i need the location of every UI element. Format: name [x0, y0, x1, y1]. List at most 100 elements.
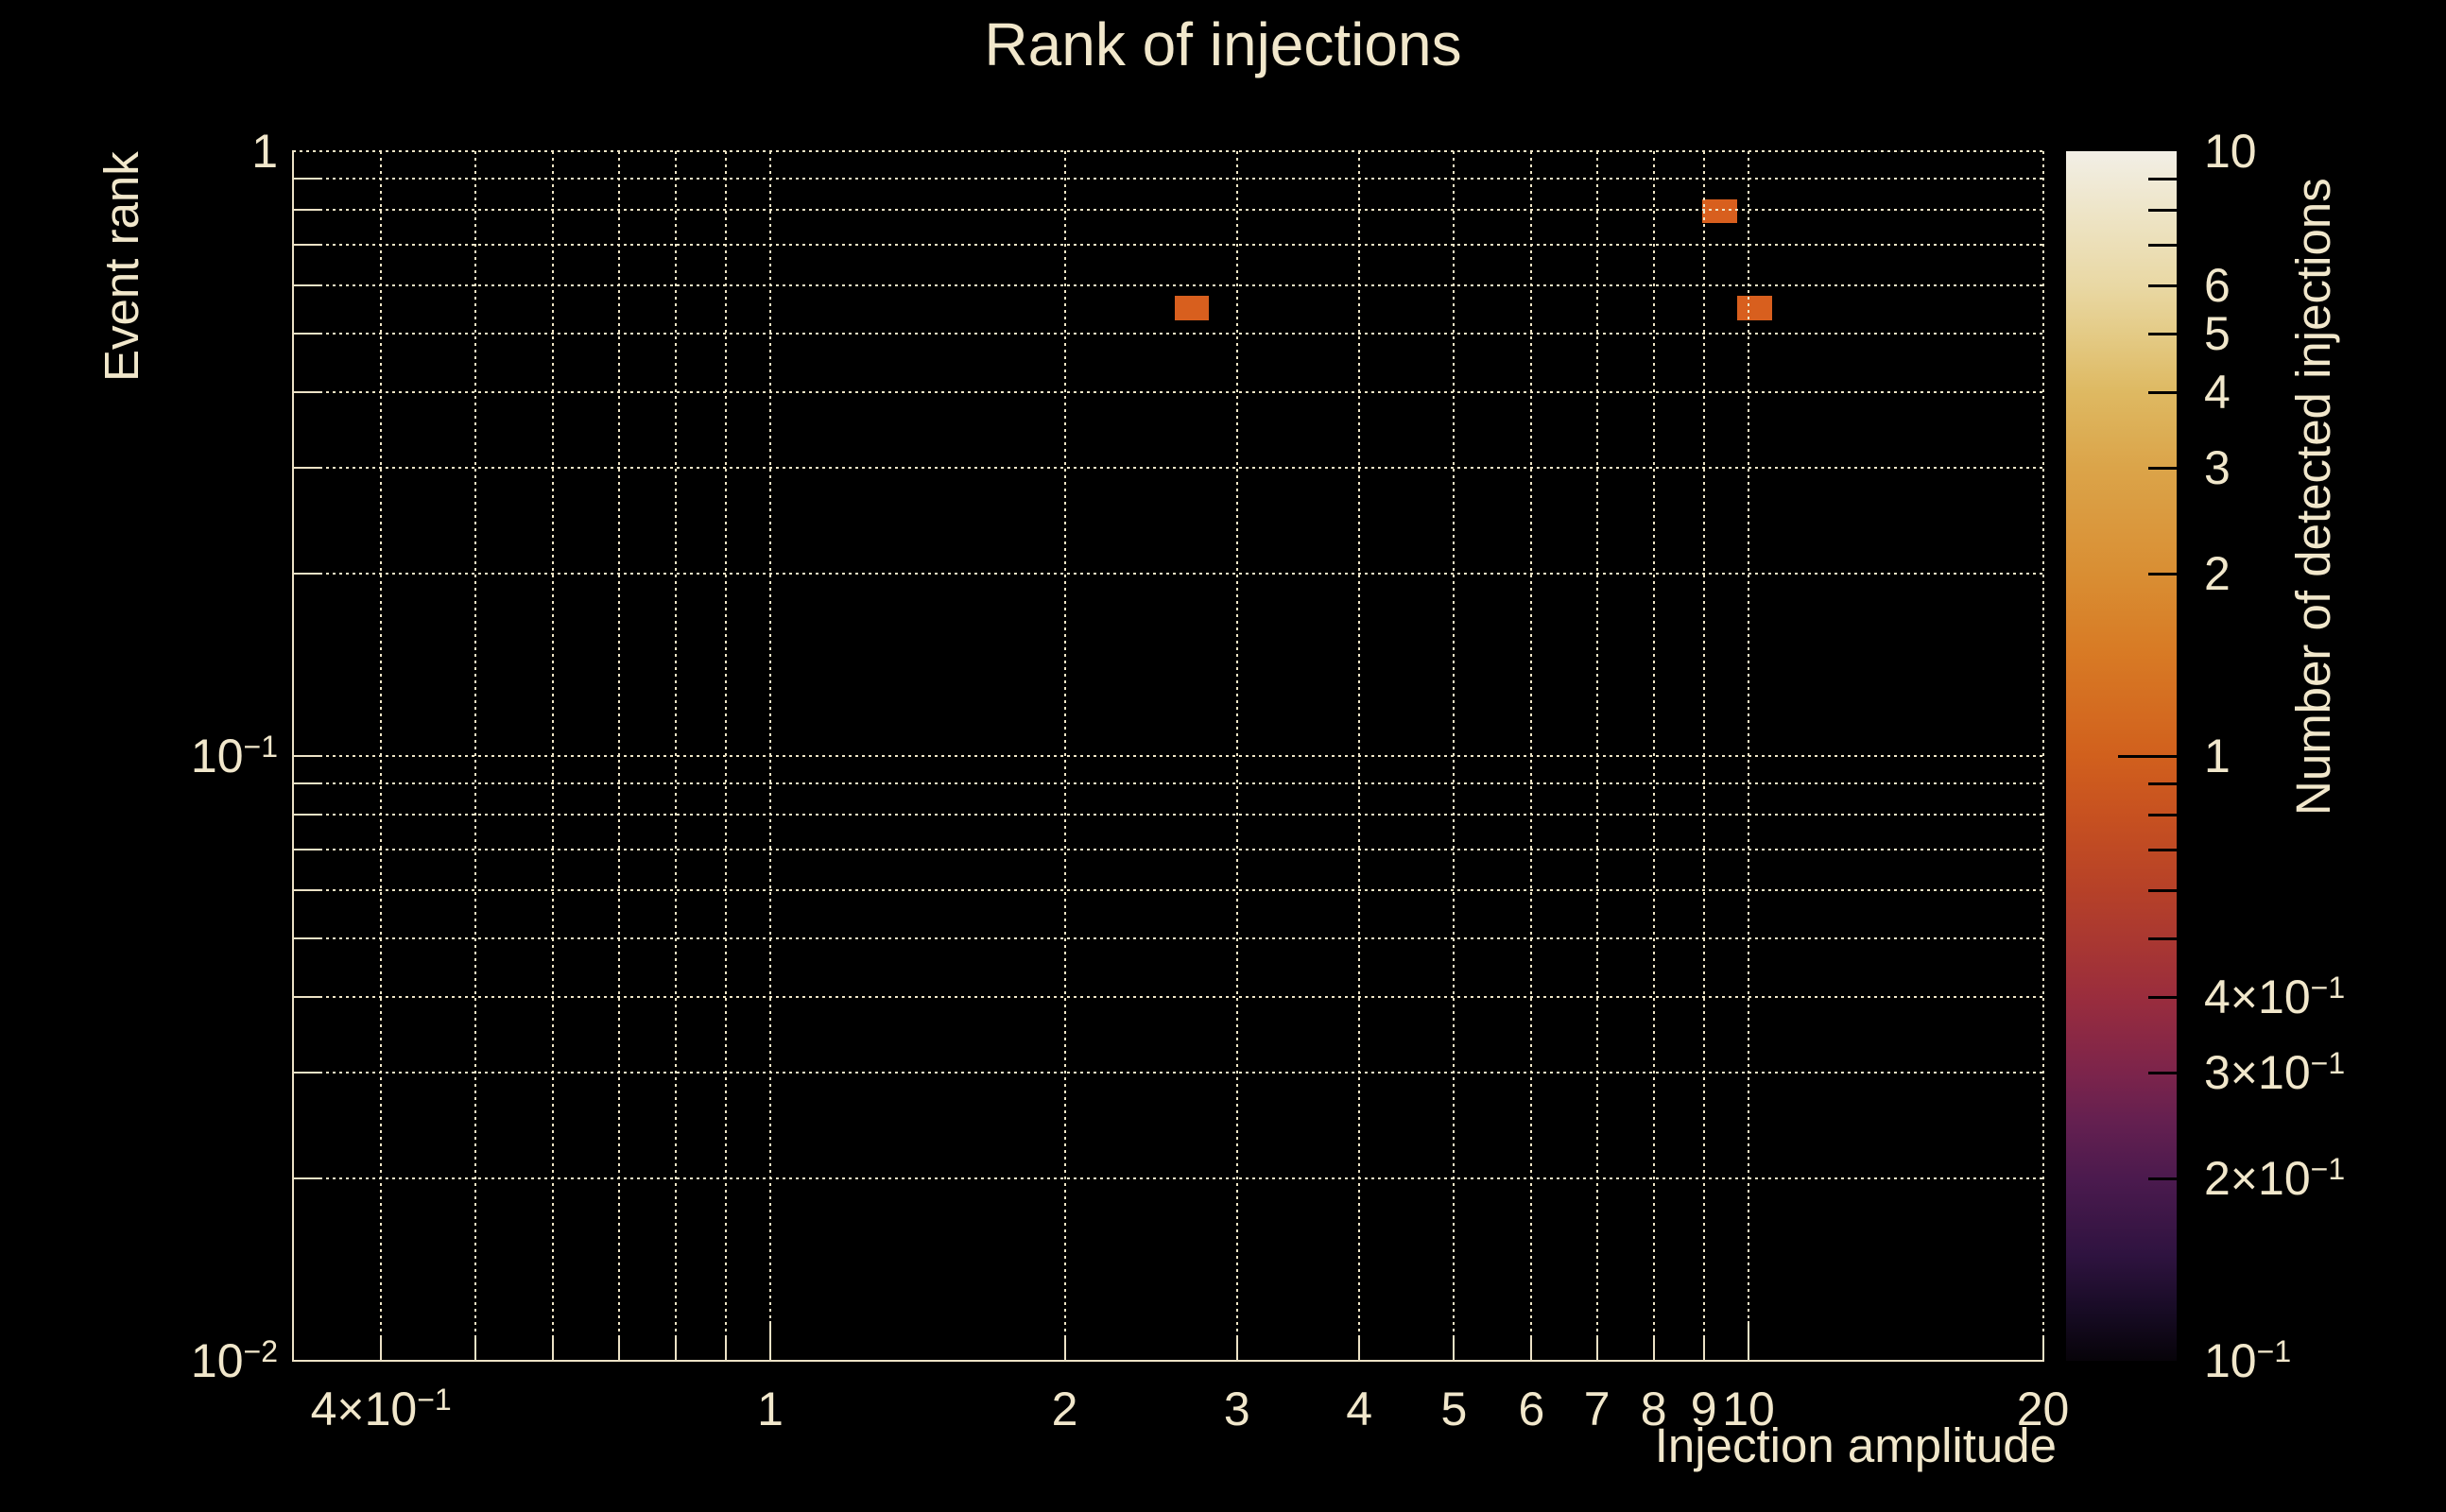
x-tick-label: 10: [1722, 1383, 1775, 1435]
y-tick: [294, 390, 322, 393]
y-gridline: [293, 390, 2043, 393]
colorbar-tick: [2118, 755, 2177, 758]
y-tick: [294, 936, 322, 939]
colorbar-tick: [2148, 244, 2177, 248]
colorbar-tick-label: 10: [2204, 125, 2257, 178]
y-tick: [294, 284, 322, 286]
colorbar-tick-label: 6: [2204, 258, 2231, 312]
colorbar-tick: [2148, 1177, 2177, 1181]
x-tick: [1530, 1336, 1533, 1361]
x-tick-label: 3: [1223, 1383, 1250, 1435]
x-tick: [769, 1321, 771, 1361]
colorbar-tick: [2148, 284, 2177, 287]
colorbar-tick: [2148, 888, 2177, 892]
y-gridline: [293, 573, 2043, 576]
y-tick: [294, 466, 322, 469]
colorbar-tick-label: 5: [2204, 306, 2231, 360]
y-gridline: [293, 936, 2043, 939]
x-tick-label: 9: [1690, 1383, 1717, 1435]
y-gridline: [293, 755, 2043, 757]
colorbar-tick-label: 2×10−1: [2204, 1152, 2346, 1206]
colorbar-tick-label: 4: [2204, 365, 2231, 419]
y-tick: [294, 814, 322, 816]
x-tick-label: 6: [1518, 1383, 1545, 1435]
x-tick: [1595, 1336, 1598, 1361]
x-tick-label: 5: [1440, 1383, 1468, 1435]
y-tick: [294, 755, 322, 757]
colorbar-tick: [2148, 814, 2177, 817]
x-tick: [1652, 1336, 1655, 1361]
x-tick-label: 1: [757, 1383, 784, 1435]
x-tick-label: 20: [2016, 1383, 2070, 1435]
colorbar-tick: [2148, 849, 2177, 852]
colorbar-tick: [2148, 1071, 2177, 1074]
x-tick: [1358, 1336, 1361, 1361]
axis-line-bottom: [292, 1360, 2044, 1362]
x-tick: [617, 1336, 620, 1361]
heatmap-bin: [1174, 295, 1210, 321]
heatmap-bin: [1737, 295, 1772, 321]
x-tick: [1063, 1336, 1066, 1361]
colorbar-tick: [2148, 936, 2177, 940]
y-gridline: [293, 782, 2043, 785]
y-tick: [294, 573, 322, 576]
y-gridline: [293, 849, 2043, 851]
colorbar-tick: [2148, 390, 2177, 394]
y-gridline: [293, 284, 2043, 286]
y-gridline: [293, 1177, 2043, 1180]
y-gridline: [293, 244, 2043, 247]
x-tick: [1702, 1336, 1705, 1361]
x-tick: [474, 1336, 477, 1361]
y-tick-label: 10−2: [190, 1334, 278, 1387]
x-tick: [1748, 1321, 1749, 1361]
x-tick: [552, 1336, 555, 1361]
y-tick-label: 10−1: [190, 730, 278, 782]
y-tick: [294, 209, 322, 212]
colorbar-tick-label: 10−1: [2204, 1334, 2292, 1387]
colorbar-tick: [2148, 178, 2177, 181]
colorbar-tick-label: 1: [2204, 730, 2231, 782]
colorbar-tick-label: 3×10−1: [2204, 1045, 2346, 1099]
y-tick: [294, 1071, 322, 1074]
colorbar-tick: [2148, 209, 2177, 213]
y-gridline: [293, 814, 2043, 816]
y-tick-label: 1: [251, 125, 278, 178]
x-tick-label: 7: [1583, 1383, 1611, 1435]
x-tick: [2041, 1336, 2044, 1361]
colorbar-tick-label: 3: [2204, 440, 2231, 494]
x-tick: [380, 1336, 383, 1361]
colorbar-tick: [2148, 332, 2177, 335]
y-tick: [294, 995, 322, 998]
y-gridline: [293, 995, 2043, 998]
x-tick-label: 4×10−1: [310, 1383, 452, 1435]
y-gridline: [293, 209, 2043, 212]
x-tick: [674, 1336, 677, 1361]
y-gridline: [293, 888, 2043, 891]
y-tick: [294, 178, 322, 180]
y-gridline: [293, 178, 2043, 180]
x-tick-label: 2: [1051, 1383, 1078, 1435]
axis-line-left: [292, 150, 294, 1362]
y-tick: [294, 849, 322, 851]
y-gridline: [293, 1071, 2043, 1074]
y-tick: [294, 244, 322, 247]
colorbar-tick-label: 2: [2204, 547, 2231, 601]
y-axis-title: Event rank: [95, 151, 148, 382]
x-tick: [1235, 1336, 1238, 1361]
colorbar-tick: [2148, 782, 2177, 786]
x-axis-title: Injection amplitude: [1654, 1418, 2057, 1472]
y-tick: [294, 888, 322, 891]
colorbar-tick: [2148, 466, 2177, 470]
x-tick: [1453, 1336, 1456, 1361]
y-gridline: [293, 332, 2043, 335]
colorbar-tick: [2148, 995, 2177, 999]
x-tick-label: 8: [1640, 1383, 1667, 1435]
heatmap-bin: [1701, 198, 1738, 223]
x-tick-label: 4: [1346, 1383, 1373, 1435]
colorbar-tick-label: 4×10−1: [2204, 970, 2346, 1023]
y-tick: [294, 332, 322, 335]
chart-title: Rank of injections: [984, 10, 1462, 78]
y-gridline: [293, 150, 2043, 152]
y-tick: [294, 1177, 322, 1180]
